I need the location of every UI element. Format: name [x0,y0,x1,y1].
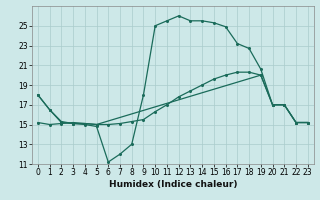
X-axis label: Humidex (Indice chaleur): Humidex (Indice chaleur) [108,180,237,189]
